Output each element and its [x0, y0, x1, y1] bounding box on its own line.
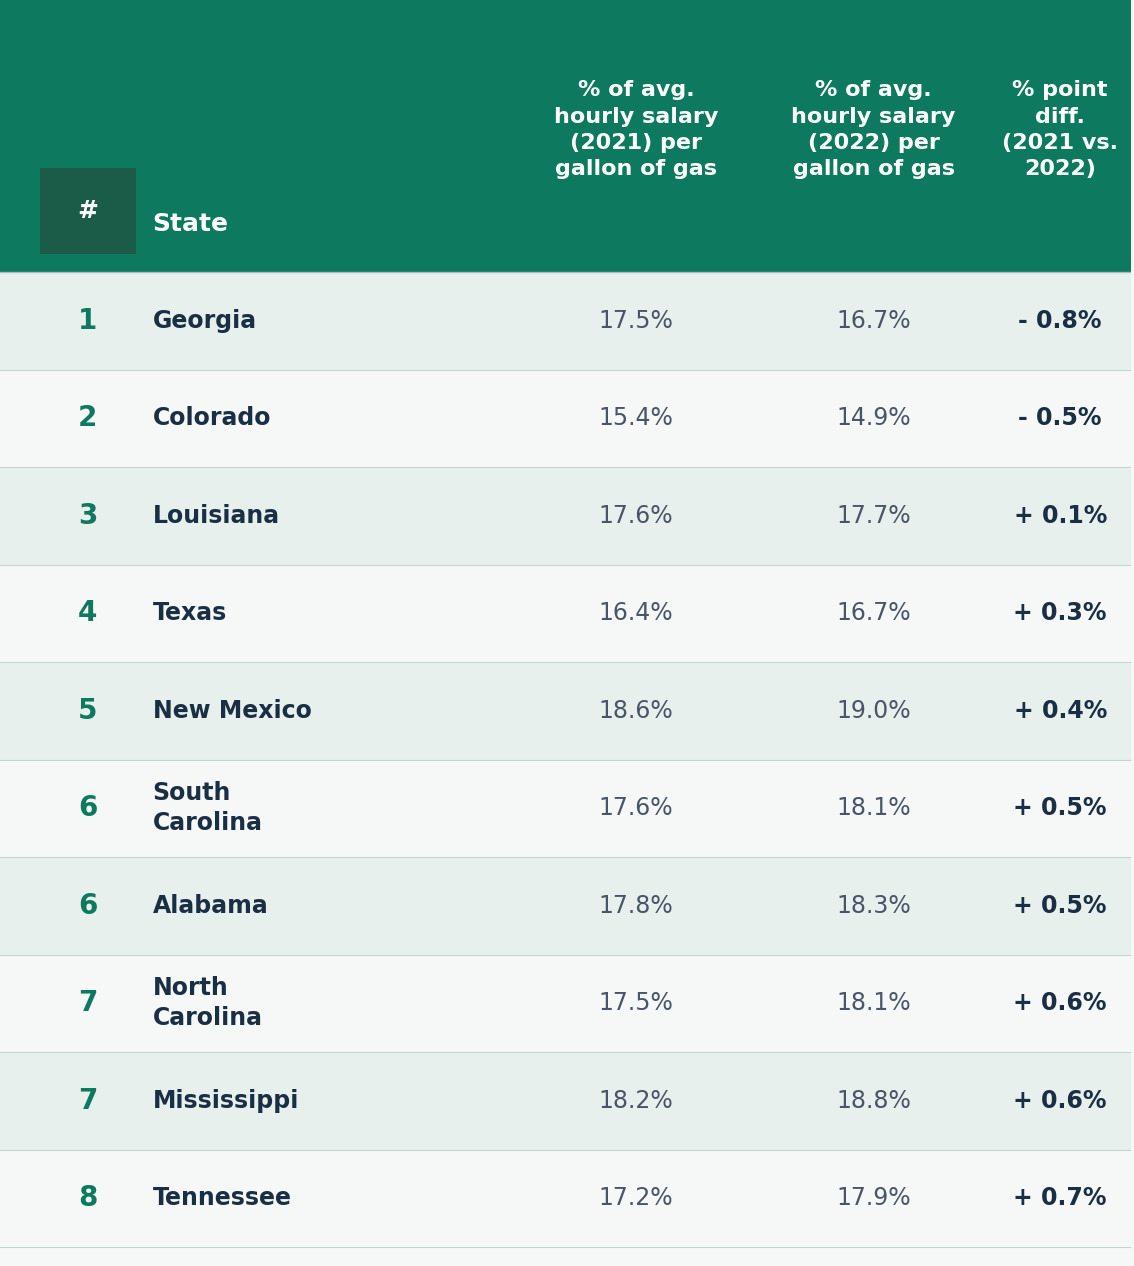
Text: % of avg.
hourly salary
(2021) per
gallon of gas: % of avg. hourly salary (2021) per gallo…: [555, 80, 718, 180]
Text: - 0.5%: - 0.5%: [1018, 406, 1102, 430]
FancyBboxPatch shape: [0, 1052, 1131, 1150]
Text: % point
diff.
(2021 vs.
2022): % point diff. (2021 vs. 2022): [1002, 80, 1118, 180]
Text: + 0.3%: + 0.3%: [1014, 601, 1107, 625]
FancyBboxPatch shape: [0, 565, 1131, 662]
Text: 16.7%: 16.7%: [837, 309, 911, 333]
Text: #: #: [77, 200, 99, 223]
Text: 17.7%: 17.7%: [837, 504, 911, 528]
Text: + 0.1%: + 0.1%: [1014, 504, 1107, 528]
Text: 15.4%: 15.4%: [599, 406, 674, 430]
Text: Georgia: Georgia: [153, 309, 256, 333]
Text: 18.6%: 18.6%: [599, 699, 674, 723]
Text: Colorado: Colorado: [153, 406, 271, 430]
Text: Tennessee: Tennessee: [153, 1186, 291, 1210]
Text: 17.9%: 17.9%: [837, 1186, 911, 1210]
Text: - 0.8%: - 0.8%: [1018, 309, 1102, 333]
FancyBboxPatch shape: [0, 857, 1131, 955]
Text: 17.5%: 17.5%: [599, 991, 674, 1015]
FancyBboxPatch shape: [0, 467, 1131, 565]
Text: State: State: [153, 213, 229, 235]
Text: 18.3%: 18.3%: [836, 894, 911, 918]
Text: Alabama: Alabama: [153, 894, 269, 918]
Text: + 0.6%: + 0.6%: [1014, 1089, 1107, 1113]
Text: 17.6%: 17.6%: [599, 504, 674, 528]
Text: 17.2%: 17.2%: [599, 1186, 674, 1210]
Text: South
Carolina: South Carolina: [153, 781, 263, 836]
Text: Mississippi: Mississippi: [153, 1089, 299, 1113]
Text: + 0.7%: + 0.7%: [1014, 1186, 1107, 1210]
Text: North
Carolina: North Carolina: [153, 976, 263, 1031]
Text: + 0.6%: + 0.6%: [1014, 991, 1107, 1015]
Text: 14.9%: 14.9%: [837, 406, 911, 430]
Text: + 0.5%: + 0.5%: [1014, 894, 1107, 918]
Text: 18.8%: 18.8%: [836, 1089, 911, 1113]
Text: Texas: Texas: [153, 601, 227, 625]
Text: + 0.5%: + 0.5%: [1014, 796, 1107, 820]
FancyBboxPatch shape: [0, 760, 1131, 857]
Text: 7: 7: [78, 1086, 98, 1115]
Text: 6: 6: [78, 794, 98, 823]
Text: 3: 3: [78, 501, 98, 530]
Text: 7: 7: [78, 989, 98, 1018]
Text: Louisiana: Louisiana: [153, 504, 280, 528]
Text: 17.5%: 17.5%: [599, 309, 674, 333]
Text: 2: 2: [78, 404, 98, 433]
Text: 17.8%: 17.8%: [599, 894, 674, 918]
FancyBboxPatch shape: [0, 1150, 1131, 1247]
Text: + 0.4%: + 0.4%: [1014, 699, 1107, 723]
FancyBboxPatch shape: [0, 662, 1131, 760]
Text: 18.2%: 18.2%: [599, 1089, 674, 1113]
Text: 16.4%: 16.4%: [599, 601, 674, 625]
FancyBboxPatch shape: [0, 955, 1131, 1052]
FancyBboxPatch shape: [0, 370, 1131, 467]
Text: New Mexico: New Mexico: [153, 699, 312, 723]
Text: 4: 4: [78, 599, 98, 628]
Text: 19.0%: 19.0%: [837, 699, 911, 723]
Text: 17.6%: 17.6%: [599, 796, 674, 820]
Text: 18.1%: 18.1%: [837, 991, 911, 1015]
FancyBboxPatch shape: [40, 168, 136, 254]
Text: 8: 8: [78, 1184, 98, 1213]
Text: 6: 6: [78, 891, 98, 920]
Text: 1: 1: [78, 306, 98, 335]
FancyBboxPatch shape: [0, 272, 1131, 370]
Text: 18.1%: 18.1%: [837, 796, 911, 820]
Text: 5: 5: [78, 696, 98, 725]
FancyBboxPatch shape: [0, 0, 1131, 272]
Text: % of avg.
hourly salary
(2022) per
gallon of gas: % of avg. hourly salary (2022) per gallo…: [792, 80, 956, 180]
Text: 16.7%: 16.7%: [837, 601, 911, 625]
